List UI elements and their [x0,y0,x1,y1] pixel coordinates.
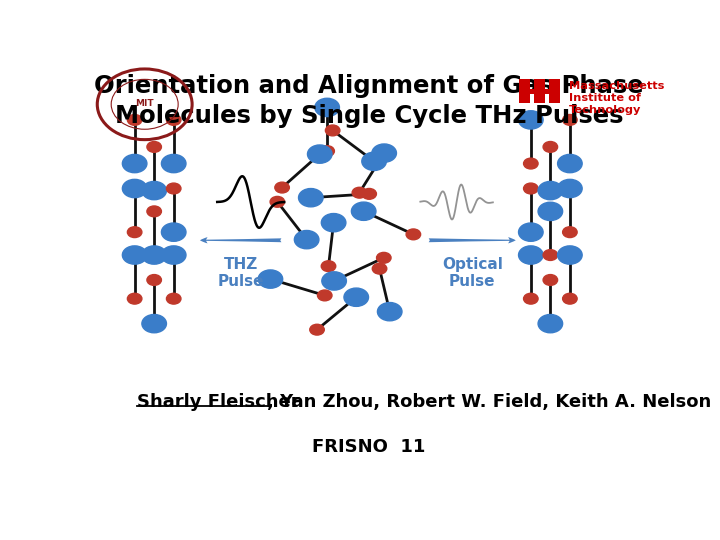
Circle shape [543,274,557,285]
Circle shape [543,141,557,152]
Circle shape [518,246,543,264]
Circle shape [372,264,387,274]
Circle shape [147,141,161,152]
Text: Massachusetts
Institute of
Technology: Massachusetts Institute of Technology [569,80,664,114]
Circle shape [161,223,186,241]
Circle shape [166,114,181,125]
Circle shape [372,144,397,163]
Circle shape [321,213,346,232]
Circle shape [166,183,181,194]
Circle shape [307,145,332,163]
Circle shape [161,246,186,264]
Circle shape [362,152,387,171]
Circle shape [557,246,582,264]
Circle shape [543,249,557,260]
Circle shape [320,146,334,157]
Circle shape [275,182,289,193]
Circle shape [518,111,543,129]
Text: Optical
Pulse: Optical Pulse [442,257,503,289]
Circle shape [122,246,147,264]
Circle shape [523,158,538,169]
Circle shape [142,314,166,333]
Circle shape [258,270,283,288]
Circle shape [352,187,366,198]
Circle shape [538,181,562,200]
Circle shape [406,229,420,240]
Circle shape [351,202,376,220]
Circle shape [562,114,577,125]
Circle shape [310,324,324,335]
Circle shape [161,154,186,173]
Circle shape [562,293,577,304]
Text: Orientation and Alignment of Gas Phase
Molecules by Single Cycle THz Pulses: Orientation and Alignment of Gas Phase M… [94,74,644,127]
Circle shape [127,293,142,304]
Text: FRISNO  11: FRISNO 11 [312,437,426,456]
Circle shape [315,98,339,117]
Circle shape [362,188,377,199]
Circle shape [557,179,582,198]
Circle shape [523,293,538,304]
Circle shape [270,197,284,207]
Circle shape [377,252,391,263]
Circle shape [325,125,340,136]
Circle shape [147,274,161,285]
Circle shape [562,227,577,238]
Circle shape [142,246,166,264]
Bar [518,79,530,103]
Circle shape [538,314,562,333]
Circle shape [142,181,166,200]
Text: THZ
Pulse: THZ Pulse [217,257,264,289]
Circle shape [127,227,142,238]
Circle shape [322,272,346,290]
Bar [534,79,545,103]
Circle shape [294,231,319,249]
Circle shape [122,179,147,198]
Circle shape [147,206,161,217]
Text: , Yan Zhou, Robert W. Field, Keith A. Nelson: , Yan Zhou, Robert W. Field, Keith A. Ne… [267,394,711,411]
Circle shape [557,154,582,173]
Circle shape [344,288,369,306]
Bar [518,89,560,94]
Circle shape [318,290,332,301]
Circle shape [299,188,323,207]
Circle shape [518,223,543,241]
Circle shape [122,154,147,173]
Text: MIT: MIT [135,99,154,107]
Circle shape [321,261,336,272]
Circle shape [377,302,402,321]
Circle shape [523,183,538,194]
Circle shape [127,114,142,125]
Circle shape [538,202,562,220]
Bar [549,79,560,103]
Circle shape [166,293,181,304]
Text: Sharly Fleischer: Sharly Fleischer [138,394,300,411]
